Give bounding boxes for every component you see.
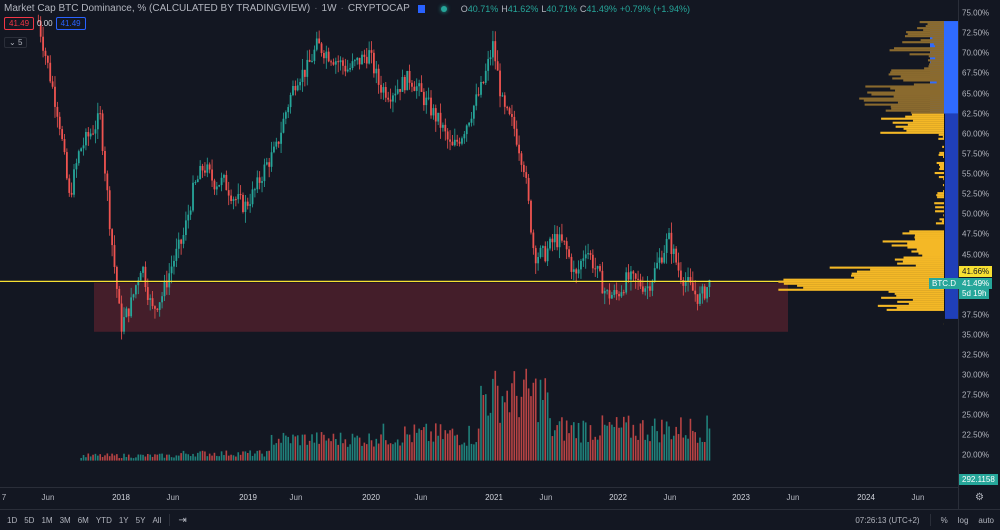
x-tick-label: Jun: [664, 493, 677, 502]
y-tick-label: 35.00%: [962, 331, 989, 340]
timeframe-button-5y[interactable]: 5Y: [136, 516, 146, 525]
ohlc-values: O40.71% H41.62% L40.71% C41.49% +0.79% (…: [461, 4, 690, 14]
y-tick-label: 72.50%: [962, 29, 989, 38]
timeframe-button-1y[interactable]: 1Y: [119, 516, 129, 525]
volume-value-label: 292.1158: [959, 474, 998, 485]
y-tick-label: 65.00%: [962, 89, 989, 98]
x-tick-label: 7: [2, 493, 6, 502]
timeframe-button-3m[interactable]: 3M: [60, 516, 71, 525]
x-tick-label: 2020: [362, 493, 380, 502]
trade-buttons: 41.49 0.00 41.49: [4, 17, 86, 30]
chart-legend: Market Cap BTC Dominance, % (CALCULATED …: [4, 3, 690, 14]
y-tick-label: 55.00%: [962, 170, 989, 179]
y-tick-label: 60.00%: [962, 129, 989, 138]
y-tick-label: 25.00%: [962, 411, 989, 420]
x-tick-label: Jun: [540, 493, 553, 502]
auto-toggle[interactable]: auto: [978, 516, 994, 525]
x-tick-label: Jun: [912, 493, 925, 502]
market-status-icon[interactable]: [441, 6, 447, 12]
y-tick-label: 45.00%: [962, 250, 989, 259]
y-tick-label: 22.50%: [962, 431, 989, 440]
x-tick-label: Jun: [787, 493, 800, 502]
price-axis[interactable]: 75.00% 72.50% 70.00% 67.50% 65.00% 62.50% 60.0…: [958, 0, 1000, 509]
flag-icon: [418, 5, 425, 13]
y-tick-label: 20.00%: [962, 451, 989, 460]
exchange-label: CRYPTOCAP: [348, 3, 410, 14]
interval-label[interactable]: 1W: [322, 3, 337, 14]
spread-value: 0.00: [37, 19, 53, 28]
y-tick-label: 52.50%: [962, 190, 989, 199]
goto-date-icon[interactable]: ⇥: [178, 515, 186, 526]
x-tick-label: 2021: [485, 493, 503, 502]
chevron-down-icon: ⌄: [9, 38, 16, 47]
indicators-toggle[interactable]: ⌄ 5: [4, 37, 27, 48]
y-tick-label: 70.00%: [962, 49, 989, 58]
countdown-label: 5d 19h: [959, 288, 989, 299]
separator-dot: ·: [314, 3, 317, 14]
timeframe-button-all[interactable]: All: [152, 516, 161, 525]
y-tick-label: 50.00%: [962, 210, 989, 219]
x-tick-label: Jun: [290, 493, 303, 502]
y-tick-label: 57.50%: [962, 149, 989, 158]
timeframe-button-1d[interactable]: 1D: [7, 516, 17, 525]
x-tick-label: 2019: [239, 493, 257, 502]
y-tick-label: 37.50%: [962, 310, 989, 319]
x-tick-label: 2024: [857, 493, 875, 502]
y-tick-label: 67.50%: [962, 69, 989, 78]
symbol-title[interactable]: Market Cap BTC Dominance, % (CALCULATED …: [4, 3, 310, 14]
change-value: +0.79% (+1.94%): [620, 4, 690, 14]
settings-gear-icon[interactable]: ⚙: [975, 492, 984, 503]
price-line-label: 41.66%: [959, 266, 992, 277]
time-axis[interactable]: 7 Jun 2018 Jun 2019 Jun 2020 Jun 2021 Jun 2022 Jun 2…: [0, 487, 958, 510]
timeframe-button-5d[interactable]: 5D: [24, 516, 34, 525]
percent-toggle[interactable]: %: [941, 516, 948, 525]
y-tick-label: 47.50%: [962, 230, 989, 239]
x-tick-label: 2023: [732, 493, 750, 502]
y-tick-label: 32.50%: [962, 351, 989, 360]
buy-button[interactable]: 41.49: [56, 17, 86, 30]
y-tick-label: 27.50%: [962, 391, 989, 400]
divider: [930, 514, 931, 526]
timeframe-button-1m[interactable]: 1M: [41, 516, 52, 525]
indicators-count: 5: [18, 38, 22, 47]
divider: [169, 514, 170, 526]
clock-time[interactable]: 07:26:13 (UTC+2): [855, 516, 919, 525]
y-tick-label: 30.00%: [962, 371, 989, 380]
separator-dot: ·: [341, 3, 344, 14]
x-tick-label: 2018: [112, 493, 130, 502]
sell-button[interactable]: 41.49: [4, 17, 34, 30]
y-tick-label: 75.00%: [962, 9, 989, 18]
timeframe-button-ytd[interactable]: YTD: [96, 516, 112, 525]
x-tick-label: Jun: [415, 493, 428, 502]
timeframe-button-6m[interactable]: 6M: [78, 516, 89, 525]
x-tick-label: Jun: [167, 493, 180, 502]
log-toggle[interactable]: log: [958, 516, 969, 525]
x-tick-label: 2022: [609, 493, 627, 502]
symbol-tag: BTC.D: [929, 278, 959, 289]
price-chart-canvas[interactable]: [0, 0, 958, 487]
x-tick-label: Jun: [42, 493, 55, 502]
y-tick-label: 62.50%: [962, 109, 989, 118]
